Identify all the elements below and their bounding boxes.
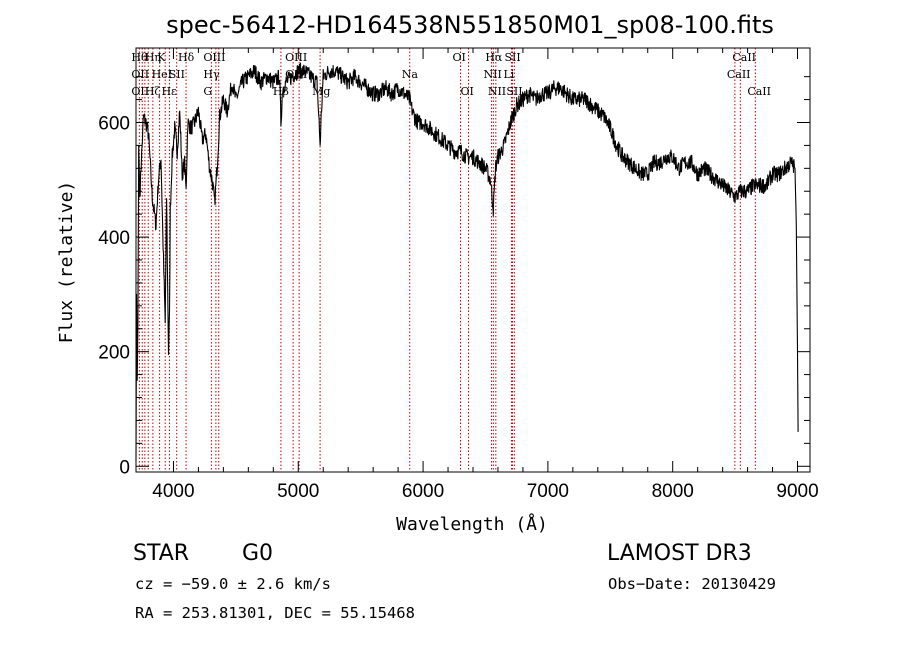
line-label-top-6: K xyxy=(157,51,166,64)
line-label-mid-5: HeI xyxy=(152,68,172,81)
y-tick-label-600: 600 xyxy=(98,113,130,134)
x-tick-label-7000: 7000 xyxy=(527,481,569,502)
spectral-line-markers xyxy=(138,48,756,472)
line-label-top-0: Hθ xyxy=(131,51,148,64)
line-label-bot-4: Hζ xyxy=(145,85,161,98)
x-tick-label-6000: 6000 xyxy=(402,481,444,502)
subclass: G0 xyxy=(242,541,273,566)
line-label-mid-0: OII xyxy=(131,68,149,81)
line-label-top-14: OIII xyxy=(285,51,307,64)
line-label-mid-14: OIII xyxy=(285,68,307,81)
y-tick-label-0: 0 xyxy=(119,457,130,478)
line-label-top-24: SII xyxy=(504,51,520,64)
spectral-line-labels: Hθ OII OII Hη Hζ HeI K Hε SII Hδ OIII Hγ G Hβ OIII OIII… xyxy=(131,51,771,98)
x-tick-label-8000: 8000 xyxy=(652,481,694,502)
y-tick-label-200: 200 xyxy=(98,343,130,364)
line-label-top-9: Hδ xyxy=(178,51,195,64)
spectrum-layer xyxy=(135,62,799,461)
line-label-bot-22: NII xyxy=(488,85,506,98)
y-tick-label-400: 400 xyxy=(98,228,130,249)
x-tick-label-5000: 5000 xyxy=(277,481,319,502)
spectrum-line xyxy=(135,62,799,461)
line-label-mid-8: SII xyxy=(169,68,185,81)
line-label-top-18: OI xyxy=(453,51,466,64)
survey-name: LAMOST DR3 xyxy=(607,541,752,566)
line-label-mid-17: Na xyxy=(402,68,419,81)
line-label-mid-23: Li xyxy=(503,68,514,81)
x-tick-label-9000: 9000 xyxy=(776,481,818,502)
line-label-bot-16: Mg xyxy=(312,85,330,98)
coordinates: RA = 253.81301, DEC = 55.15468 xyxy=(135,604,415,622)
object-class: STAR xyxy=(133,541,189,566)
obs-date: Obs−Date: 20130429 xyxy=(608,575,776,593)
axes-layer: 4000 5000 6000 7000 8000 9000 0 200 400 600 xyxy=(98,47,819,502)
y-axis-label: Flux (relative) xyxy=(56,181,77,344)
line-label-bot-7: Hε xyxy=(161,85,177,98)
chart-title: spec-56412-HD164538N551850M01_sp08-100.f… xyxy=(166,11,774,39)
line-label-mid-10: Hγ xyxy=(203,68,220,81)
line-label-bot-25: SII xyxy=(506,85,522,98)
line-label-top-21: Hα xyxy=(485,51,503,64)
line-label-bot-0: OII xyxy=(131,85,149,98)
x-tick-label-4000: 4000 xyxy=(152,481,194,502)
line-label-bot-28: CaII xyxy=(747,85,771,98)
line-label-top-27: CaII xyxy=(732,51,756,64)
plot-frame xyxy=(135,47,811,473)
line-label-mid-26: CaII xyxy=(727,68,751,81)
redshift-cz: cz = −59.0 ± 2.6 km/s xyxy=(135,575,331,593)
line-label-top-10: OIII xyxy=(203,51,225,64)
line-label-bot-10: G xyxy=(203,85,212,98)
line-label-bot-13: Hβ xyxy=(273,85,289,98)
line-label-bot-19: OI xyxy=(461,85,474,98)
line-label-mid-20: NII xyxy=(483,68,501,81)
x-axis-label: Wavelength (Å) xyxy=(396,513,548,535)
line-label-top-4: Hη xyxy=(145,51,161,64)
